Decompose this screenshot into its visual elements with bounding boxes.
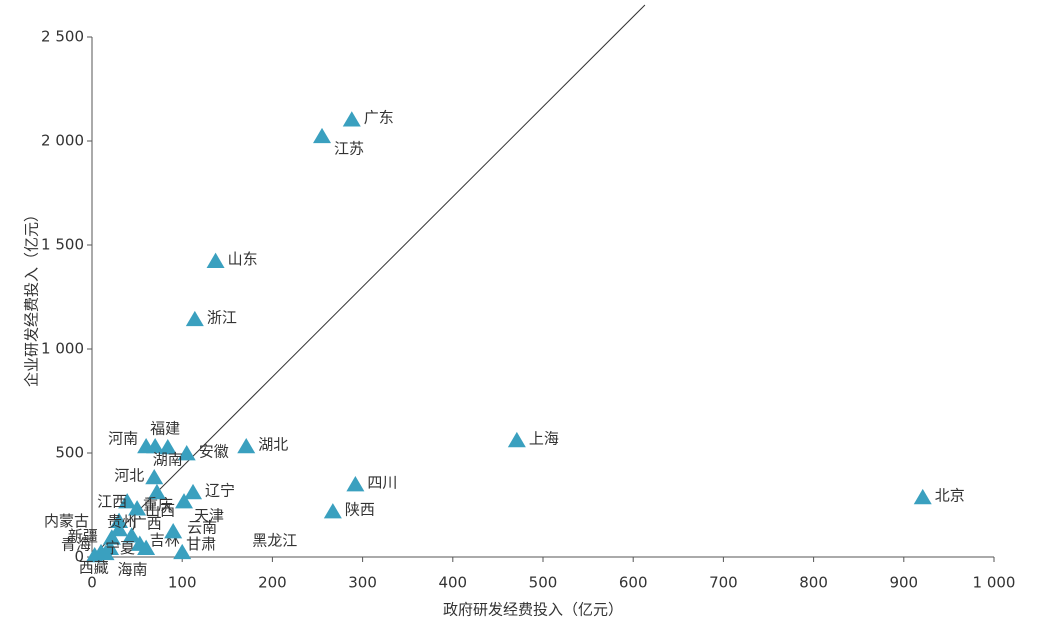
point-label: 河南	[108, 429, 138, 447]
point	[147, 483, 166, 500]
point-label: 青海	[61, 535, 91, 553]
point-label: 天津	[194, 507, 224, 525]
y-tick-label: 2 000	[41, 132, 84, 150]
y-tick-label: 1 500	[41, 236, 84, 254]
point	[122, 527, 141, 543]
point	[184, 483, 203, 500]
point-label: 山东	[228, 250, 258, 268]
point	[173, 543, 192, 560]
point	[346, 476, 365, 492]
point-label: 云南	[187, 519, 217, 537]
x-tick-label: 800	[799, 574, 828, 592]
y-tick-label: 0	[74, 548, 84, 566]
point-label: 江西	[97, 493, 127, 511]
x-tick-label: 100	[168, 574, 197, 592]
point-label: 重庆	[143, 495, 173, 513]
point-label: 湖北	[258, 435, 288, 453]
x-tick-label: 400	[438, 574, 467, 592]
point-label: 甘肃	[186, 535, 216, 553]
point-label: 江苏	[334, 139, 364, 157]
point	[118, 493, 137, 509]
x-tick-label: 500	[529, 574, 558, 592]
x-tick-label: 700	[709, 574, 738, 592]
x-axis-label: 政府研发经费投入（亿元）	[443, 601, 623, 619]
y-tick-label: 2 500	[41, 28, 84, 46]
point	[313, 127, 332, 144]
point-label: 安徽	[199, 443, 229, 461]
point-label: 贵州	[107, 512, 137, 530]
point	[323, 503, 342, 519]
point-label: 河北	[114, 466, 144, 484]
point	[96, 544, 115, 561]
point	[177, 445, 196, 461]
x-tick-label: 600	[619, 574, 648, 592]
y-tick-label: 500	[55, 444, 84, 462]
point	[342, 111, 361, 127]
point-label: 黑龙江	[252, 531, 297, 549]
point	[146, 437, 165, 454]
point-label: 浙江	[207, 308, 237, 326]
point	[237, 437, 256, 454]
x-tick-label: 300	[348, 574, 377, 592]
y-axis-label: 企业研发经费投入（亿元）	[23, 207, 41, 387]
point-label: 海南	[118, 560, 148, 578]
point	[137, 539, 156, 555]
point-label: 西藏	[79, 558, 109, 576]
point	[185, 310, 204, 327]
point-label: 山西	[145, 502, 175, 520]
x-tick-label: 900	[889, 574, 918, 592]
x-tick-label: 0	[87, 574, 97, 592]
reference-line	[91, 4, 646, 558]
point	[158, 439, 177, 455]
x-tick-label: 200	[258, 574, 287, 592]
point-label: 上海	[529, 429, 559, 447]
point-label: 北京	[935, 486, 965, 504]
point	[145, 468, 164, 485]
point	[507, 431, 526, 448]
point-label: 福建	[150, 419, 180, 437]
point	[128, 500, 147, 516]
point-label: 新疆	[68, 527, 98, 545]
point	[110, 520, 129, 537]
point	[164, 523, 183, 539]
point-label: 广西	[132, 515, 162, 533]
point-label: 四川	[367, 474, 397, 492]
point-label: 内蒙古	[44, 512, 89, 530]
point	[913, 488, 932, 505]
point	[175, 493, 194, 509]
point-label: 广东	[364, 109, 394, 127]
x-tick-label: 1 000	[973, 574, 1016, 592]
point	[206, 252, 225, 268]
point-label: 陕西	[345, 501, 375, 519]
point-label: 辽宁	[205, 481, 235, 499]
y-tick-label: 1 000	[41, 340, 84, 358]
point	[102, 529, 121, 545]
point-label: 宁夏	[105, 539, 135, 557]
point	[110, 512, 129, 528]
point-label: 湖南	[153, 451, 183, 469]
